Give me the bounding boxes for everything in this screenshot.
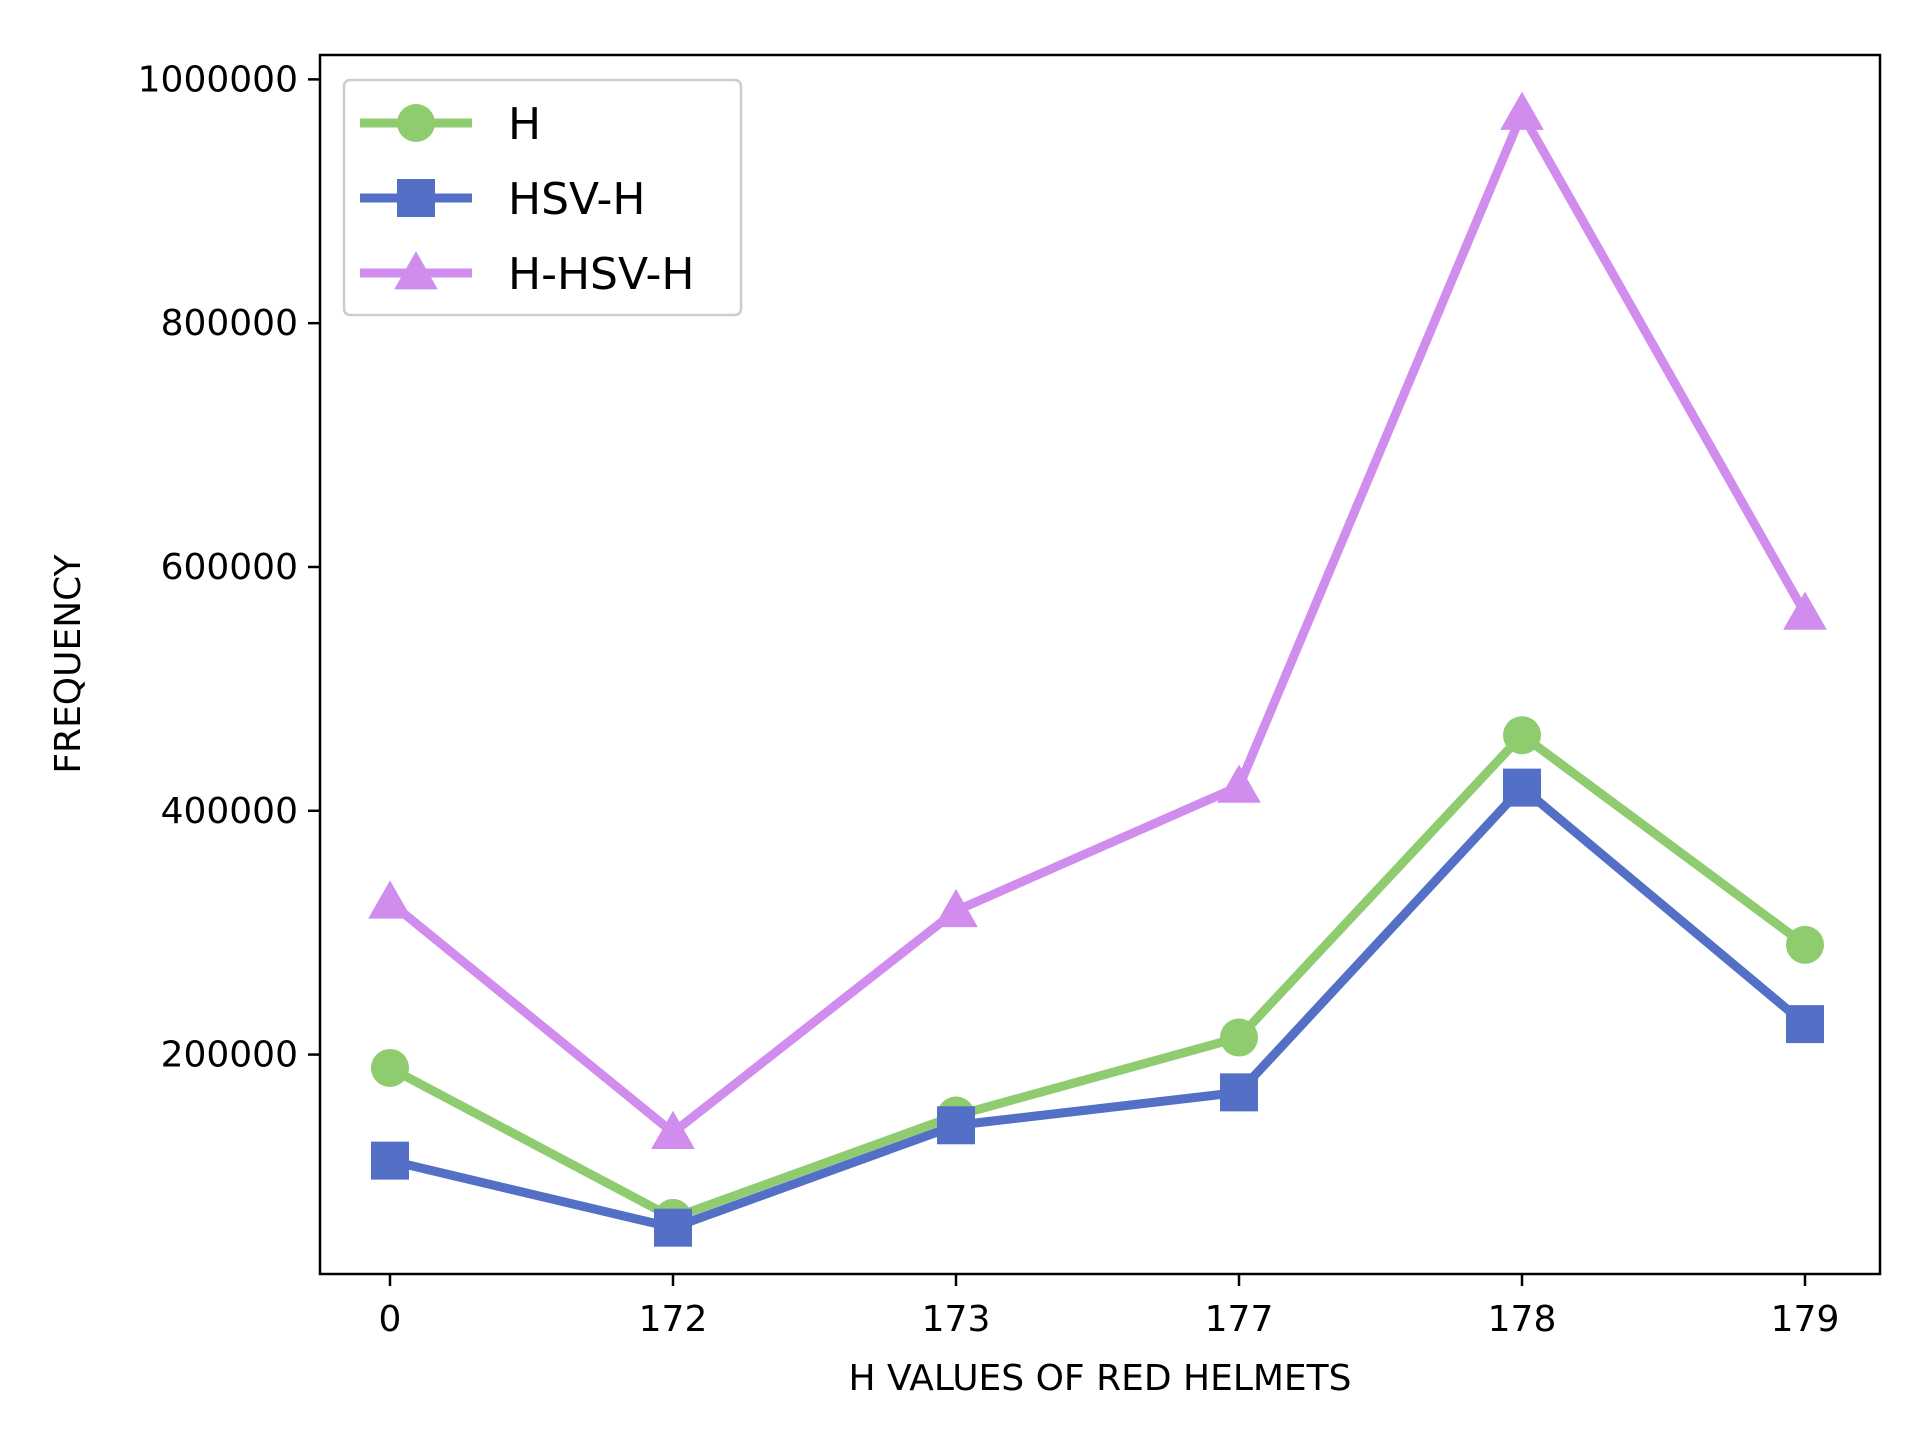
point-marker [394, 251, 438, 290]
point-marker [937, 1106, 975, 1145]
series-line [388, 783, 1808, 1233]
legend-item: HSV-H [360, 174, 646, 225]
point-marker [1220, 1018, 1258, 1057]
y-axis-label: FREQUENCY [48, 553, 89, 773]
point-marker [397, 104, 435, 142]
series-line [387, 109, 1809, 1138]
point-marker [1786, 925, 1824, 964]
x-tick-label: 178 [1488, 1299, 1557, 1340]
legend-frame [342, 78, 743, 317]
point-marker [397, 179, 435, 217]
point-marker [1503, 716, 1541, 755]
point-marker [368, 880, 412, 919]
point-marker [1500, 91, 1544, 130]
y-axis: 200000 400000 600000 800000 1000000 [138, 59, 320, 1076]
point-marker [371, 1141, 409, 1180]
point-marker [1217, 764, 1261, 803]
legend: H HSV-H H-HSV-H [342, 78, 743, 317]
x-tick-label: 0 [379, 1299, 402, 1340]
y-tick-label: 600000 [161, 547, 298, 588]
legend-label: H-HSV-H [508, 249, 694, 300]
series-layer [368, 91, 1827, 1247]
point-marker [1786, 1005, 1824, 1044]
x-axis: 0 172 173 177 178 179 [379, 1274, 1840, 1340]
y-tick-label: 800000 [161, 303, 298, 344]
point-marker [1220, 1073, 1258, 1112]
series-line [387, 730, 1808, 1223]
legend-item: H-HSV-H [360, 249, 694, 300]
y-tick-label: 400000 [161, 791, 298, 832]
x-tick-label: 173 [922, 1299, 991, 1340]
point-marker [371, 1048, 409, 1087]
series-hsv-h [371, 768, 1824, 1247]
point-marker [1503, 768, 1541, 807]
point-marker [651, 1110, 695, 1149]
series-h-hsv-h [368, 91, 1827, 1149]
x-tick-label: 179 [1771, 1299, 1840, 1340]
legend-label: H [508, 99, 541, 150]
point-marker [1783, 591, 1827, 630]
y-tick-label: 200000 [161, 1035, 298, 1076]
x-tick-label: 172 [639, 1299, 708, 1340]
legend-label: HSV-H [508, 174, 646, 225]
legend-item: H [360, 99, 541, 150]
point-marker [934, 888, 978, 928]
point-marker [654, 1208, 692, 1247]
x-axis-label: H VALUES OF RED HELMETS [848, 1358, 1351, 1399]
x-tick-label: 177 [1205, 1299, 1274, 1340]
series-h [371, 716, 1824, 1237]
y-tick-label: 1000000 [138, 59, 298, 100]
